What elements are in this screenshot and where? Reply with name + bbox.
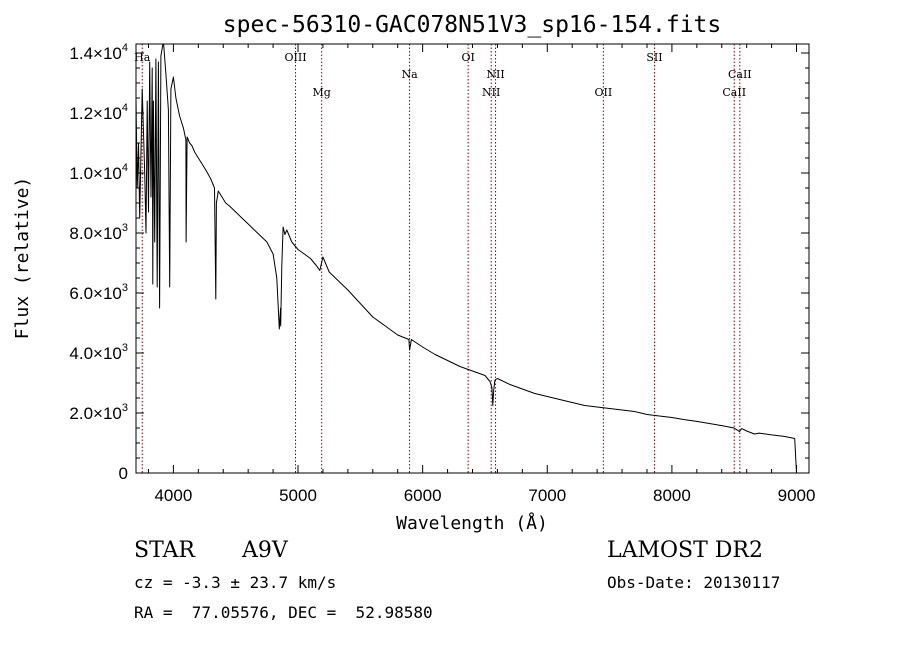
- y-tick-label-7: 1.4×104: [69, 42, 128, 63]
- object-class: STAR: [134, 538, 195, 563]
- y-tick-exponent-6: 4: [122, 102, 128, 114]
- line-marker-label-7: OII: [595, 86, 613, 99]
- y-tick-exponent-3: 3: [122, 282, 128, 294]
- y-tick-exponent-7: 4: [122, 42, 128, 54]
- y-tick-exponent-4: 3: [122, 222, 128, 234]
- x-axis-label: Wavelength (Å): [396, 512, 548, 534]
- line-marker-label-0: Ha: [134, 51, 151, 64]
- chart-title: spec-56310-GAC078N51V3_sp16-154.fits: [223, 12, 722, 38]
- line-marker-label-6: NII: [486, 68, 504, 81]
- redshift-velocity: cz = -3.3 ± 23.7 km/s: [134, 573, 337, 592]
- x-ticks: 4000 5000 6000 7000 8000 9000: [147, 44, 816, 505]
- y-tick-label-1: 2.0×103: [69, 402, 128, 423]
- survey-name: LAMOST DR2: [607, 538, 763, 563]
- line-marker-label-3: Na: [401, 68, 418, 81]
- line-marker-label-4: OI: [461, 51, 474, 64]
- spectrum-line-0: [136, 44, 797, 473]
- x-tick-label-5: 9000: [778, 486, 816, 505]
- y-tick-label-0: 0: [119, 464, 128, 483]
- line-markers: Ha OIII Mg Na OI NII NII OII SII CaII CaII: [134, 44, 752, 473]
- line-marker-label-8: SII: [646, 51, 662, 64]
- line-marker-label-1: OIII: [284, 51, 306, 64]
- observation-date: Obs-Date: 20130117: [607, 573, 781, 592]
- y-tick-label-2: 4.0×103: [69, 342, 128, 363]
- y-ticks: 0 2.0×103 4.0×103 6.0×103 8.0×103 1.0×104 1.2×…: [69, 42, 809, 483]
- line-marker-label-9: CaII: [722, 86, 746, 99]
- x-tick-label-3: 7000: [528, 486, 566, 505]
- sky-coordinates: RA = 77.05576, DEC = 52.98580: [134, 603, 433, 622]
- plot-frame: [135, 43, 810, 474]
- y-tick-label-3: 6.0×103: [69, 282, 128, 303]
- x-tick-label-4: 8000: [653, 486, 691, 505]
- object-subclass: A9V: [242, 538, 288, 563]
- y-tick-label-4: 8.0×103: [69, 222, 128, 243]
- y-tick-label-5: 1.0×104: [69, 162, 128, 183]
- y-tick-exponent-2: 3: [122, 342, 128, 354]
- series-layer: [136, 44, 797, 473]
- line-marker-label-2: Mg: [313, 86, 331, 99]
- line-marker-label-10: CaII: [728, 68, 752, 81]
- y-axis-label: Flux (relative): [12, 177, 33, 340]
- y-tick-exponent-1: 3: [122, 402, 128, 414]
- y-tick-exponent-5: 4: [122, 162, 128, 174]
- x-tick-label-2: 6000: [404, 486, 442, 505]
- x-tick-label-0: 4000: [154, 486, 192, 505]
- y-tick-label-6: 1.2×104: [69, 102, 128, 123]
- x-tick-label-1: 5000: [279, 486, 317, 505]
- line-marker-label-5: NII: [482, 86, 500, 99]
